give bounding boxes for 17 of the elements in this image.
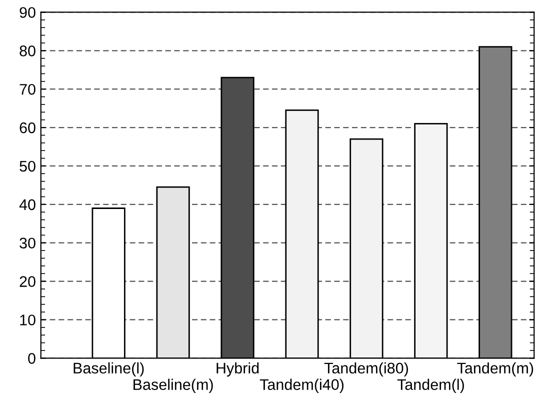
x-tick-label: Tandem(m) (457, 362, 534, 377)
y-tick-label: 30 (20, 238, 36, 249)
y-tick-label: 70 (20, 84, 36, 95)
y-tick-label: 40 (19, 199, 36, 210)
x-tick-label: Baseline(l) (74, 362, 144, 377)
y-tick-label: 90 (20, 7, 36, 18)
x-tick-label: Tandem(i40) (260, 378, 344, 394)
y-tick-label: 60 (20, 122, 36, 134)
y-tick-label: 10 (20, 314, 36, 326)
x-tick-label: Hybrid (216, 362, 259, 377)
y-tick-label: 20 (20, 276, 36, 287)
x-tick-label: Tandem(i80) (324, 362, 408, 377)
y-tick-label: 0 (28, 353, 36, 364)
y-tick-label: 80 (20, 46, 36, 56)
x-tick-label: Tandem(l) (397, 378, 464, 394)
x-tick-label: Baseline(m) (134, 378, 213, 394)
y-tick-label: 50 (20, 160, 36, 172)
